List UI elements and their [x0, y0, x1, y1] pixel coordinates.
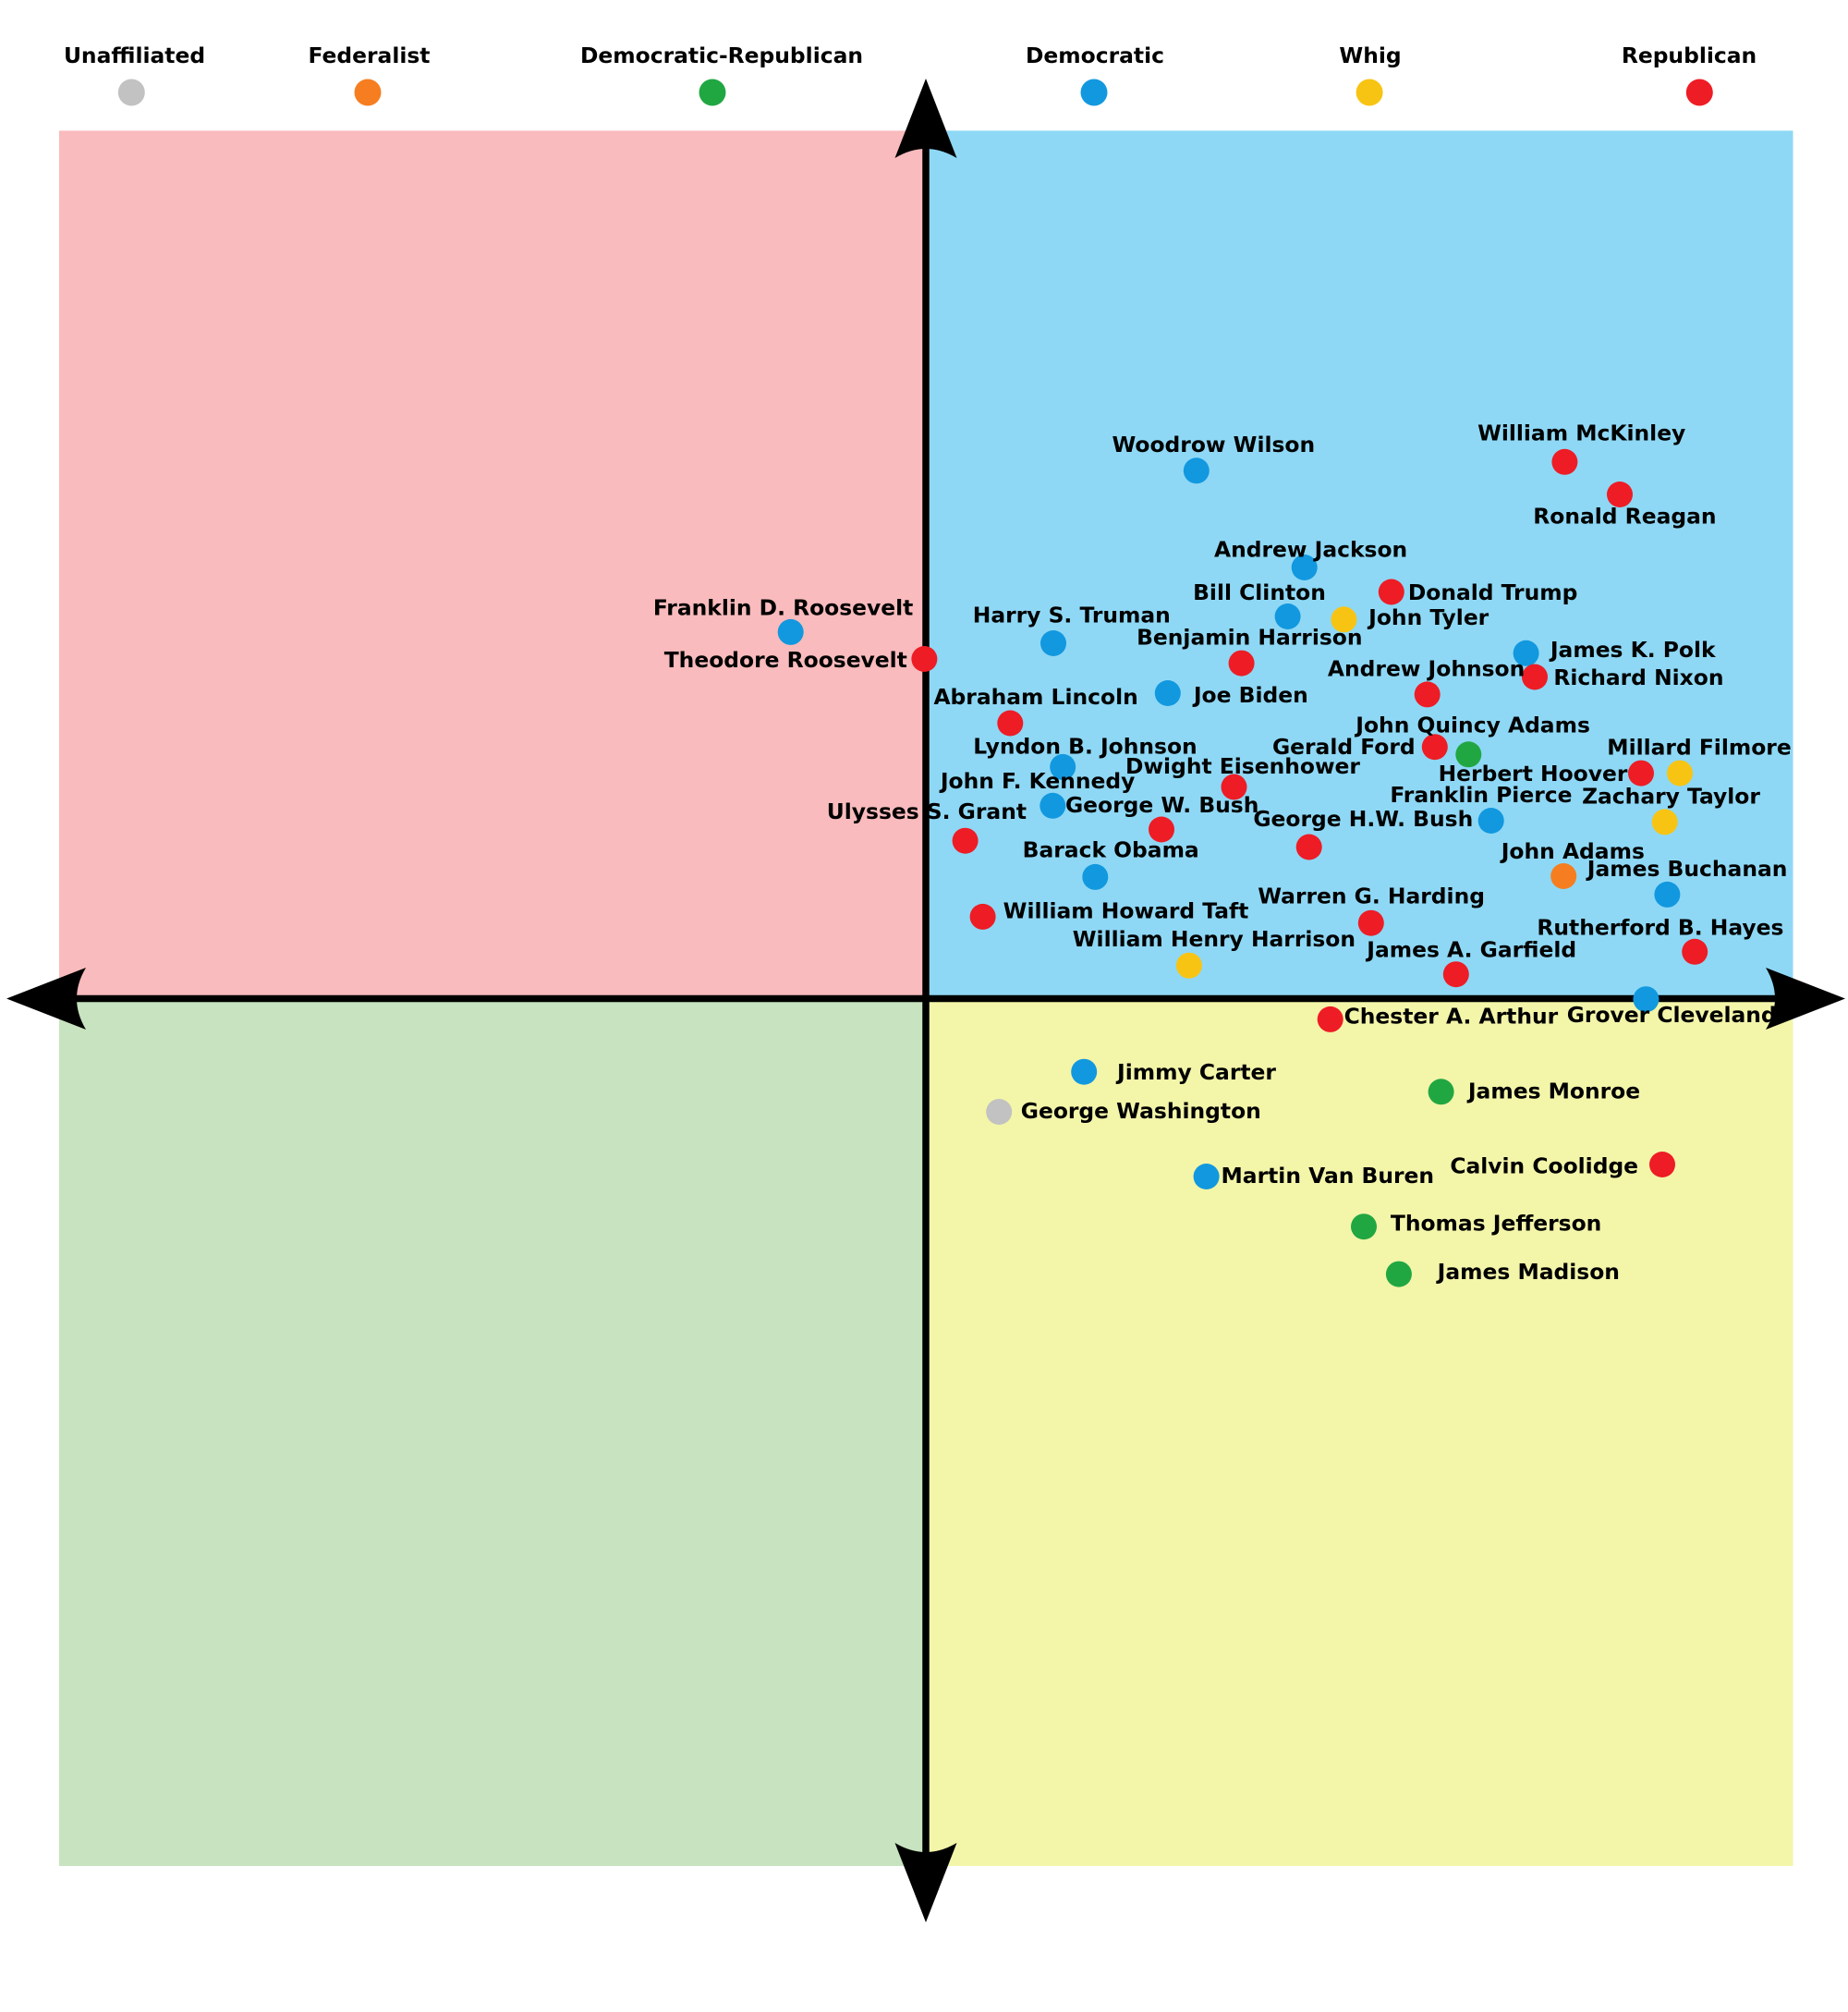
svg-text:Dwight Eisenhower: Dwight Eisenhower — [1125, 753, 1360, 779]
svg-text:Benjamin Harrison: Benjamin Harrison — [1137, 625, 1362, 651]
svg-text:Gerald Ford: Gerald Ford — [1272, 734, 1416, 760]
svg-text:Grover Cleveland: Grover Cleveland — [1567, 1002, 1777, 1028]
svg-text:Richard Nixon: Richard Nixon — [1553, 665, 1723, 690]
svg-text:George H.W. Bush: George H.W. Bush — [1253, 806, 1473, 832]
svg-text:Ronald Reagan: Ronald Reagan — [1533, 504, 1716, 530]
svg-text:William Howard Taft: William Howard Taft — [1003, 898, 1249, 924]
svg-text:Democratic-Republican: Democratic-Republican — [580, 43, 863, 68]
svg-text:Millard Filmore: Millard Filmore — [1607, 735, 1791, 761]
svg-text:John Adams: John Adams — [1500, 838, 1645, 864]
svg-text:John Quincy Adams: John Quincy Adams — [1354, 712, 1590, 738]
svg-text:William McKinley: William McKinley — [1477, 421, 1685, 446]
svg-text:Rutherford B. Hayes: Rutherford B. Hayes — [1537, 914, 1783, 940]
svg-text:Abraham Lincoln: Abraham Lincoln — [933, 684, 1137, 710]
svg-text:Republican: Republican — [1622, 43, 1757, 68]
svg-text:George W. Bush: George W. Bush — [1065, 792, 1258, 818]
svg-text:Franklin D. Roosevelt: Franklin D. Roosevelt — [653, 594, 914, 620]
svg-text:Chester A. Arthur: Chester A. Arthur — [1344, 1003, 1559, 1029]
svg-text:James Monroe: James Monroe — [1466, 1079, 1640, 1104]
svg-text:Lyndon B. Johnson: Lyndon B. Johnson — [973, 733, 1197, 759]
svg-text:James Buchanan: James Buchanan — [1586, 856, 1788, 882]
svg-text:Ulysses S. Grant: Ulysses S. Grant — [827, 799, 1027, 824]
svg-text:Democratic: Democratic — [1026, 43, 1164, 68]
svg-text:Thomas Jefferson: Thomas Jefferson — [1391, 1211, 1601, 1237]
svg-text:Franklin Pierce: Franklin Pierce — [1390, 782, 1572, 808]
svg-text:Calvin Coolidge: Calvin Coolidge — [1450, 1152, 1638, 1178]
svg-text:James A. Garfield: James A. Garfield — [1365, 937, 1576, 963]
svg-text:Woodrow Wilson: Woodrow Wilson — [1112, 432, 1315, 457]
svg-text:Martin Van Buren: Martin Van Buren — [1222, 1163, 1435, 1189]
svg-text:Theodore Roosevelt: Theodore Roosevelt — [664, 647, 907, 673]
svg-text:John F. Kennedy: John F. Kennedy — [939, 768, 1136, 794]
svg-text:Warren G. Harding: Warren G. Harding — [1258, 884, 1485, 909]
svg-text:Barack Obama: Barack Obama — [1023, 837, 1199, 863]
svg-text:Bill Clinton: Bill Clinton — [1193, 579, 1326, 605]
svg-text:William Henry Harrison: William Henry Harrison — [1073, 926, 1356, 952]
svg-text:Federalist: Federalist — [309, 43, 431, 68]
svg-text:Harry S. Truman: Harry S. Truman — [973, 602, 1171, 628]
svg-text:Zachary Taylor: Zachary Taylor — [1582, 784, 1760, 810]
svg-text:Andrew Johnson: Andrew Johnson — [1328, 656, 1525, 682]
svg-text:Andrew Jackson: Andrew Jackson — [1214, 536, 1407, 562]
svg-text:George Washington: George Washington — [1021, 1098, 1261, 1124]
svg-text:Donald Trump: Donald Trump — [1408, 579, 1578, 605]
svg-text:Unaffiliated: Unaffiliated — [64, 43, 205, 68]
svg-text:James Madison: James Madison — [1436, 1259, 1620, 1285]
svg-text:Whig: Whig — [1339, 43, 1401, 68]
svg-text:John Tyler: John Tyler — [1367, 604, 1489, 630]
svg-text:Herbert Hoover: Herbert Hoover — [1439, 761, 1628, 787]
svg-text:Jimmy Carter: Jimmy Carter — [1115, 1059, 1276, 1085]
svg-text:Joe Biden: Joe Biden — [1192, 682, 1308, 708]
svg-text:James K. Polk: James K. Polk — [1549, 637, 1716, 663]
